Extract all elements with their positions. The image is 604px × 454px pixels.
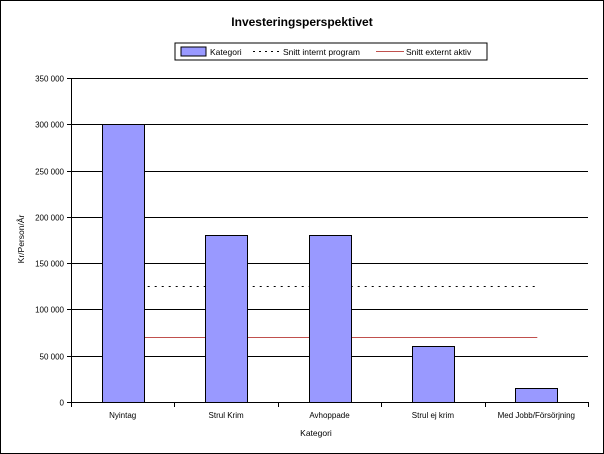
- y-tick-label: 0: [60, 399, 65, 408]
- bars: [102, 124, 558, 403]
- bar: [412, 346, 455, 403]
- y-axis-label: Kr/Person/År: [16, 215, 26, 264]
- y-tick-label: 50 000: [40, 353, 65, 362]
- x-tick-label: Avhoppade: [309, 411, 350, 420]
- x-tick-label: Strul Krim: [209, 411, 244, 420]
- bar: [102, 124, 145, 403]
- x-axis-label: Kategori: [300, 428, 332, 438]
- y-tick-label: 200 000: [35, 214, 64, 223]
- legend-label-series: Kategori: [210, 47, 242, 57]
- x-tick-label: Med Jobb/Försörjning: [498, 411, 575, 420]
- x-tick-labels: Nyintag Strul Krim Avhoppade Strul ej krim M…: [71, 402, 589, 420]
- bar: [515, 388, 558, 403]
- y-tick-labels: 0 50 000 100 000 150 000 200 000 250 000 300 0…: [35, 75, 71, 408]
- legend-label-external: Snitt externt aktiv: [406, 47, 472, 57]
- bar: [205, 235, 248, 403]
- y-tick-label: 250 000: [35, 168, 64, 177]
- legend-swatch-bar: [180, 46, 207, 57]
- legend: Kategori Snitt internt program Snitt ext…: [174, 42, 488, 61]
- x-tick-label: Strul ej krim: [412, 411, 455, 420]
- bar: [309, 235, 352, 403]
- legend-label-internal: Snitt internt program: [283, 47, 360, 57]
- y-tick-label: 100 000: [35, 306, 64, 315]
- legend-box: [174, 42, 488, 61]
- x-tick-label: Nyintag: [109, 411, 136, 420]
- y-tick-label: 300 000: [35, 121, 64, 130]
- chart-title: Investeringsperspektivet: [231, 15, 372, 29]
- y-tick-label: 350 000: [35, 75, 64, 84]
- axes: [71, 78, 588, 403]
- y-tick-label: 150 000: [35, 260, 64, 269]
